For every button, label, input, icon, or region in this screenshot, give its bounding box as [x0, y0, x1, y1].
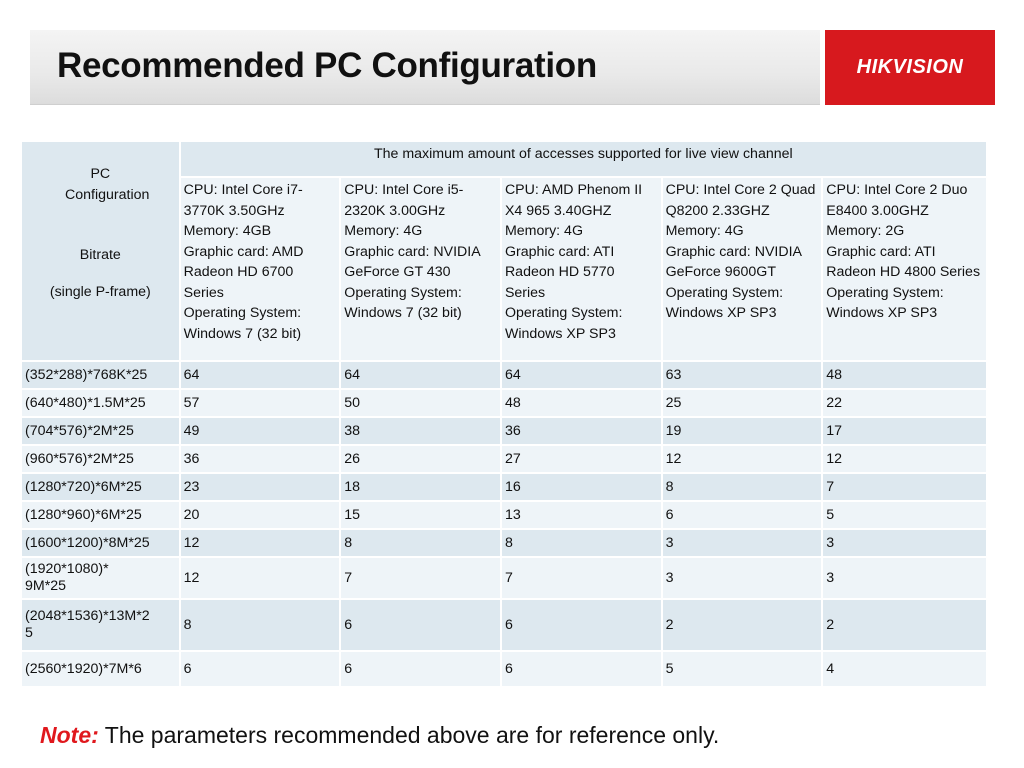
- table-cell: 48: [501, 390, 661, 416]
- table-cell: 25: [662, 390, 822, 416]
- table-cell: 2: [823, 600, 986, 650]
- table-cell: 26: [341, 446, 500, 472]
- table-cell: 13: [501, 502, 661, 528]
- table-row: (704*576)*2M*25 49 38 36 19 17: [22, 418, 986, 444]
- table-row: (1600*1200)*8M*25 12 8 8 3 3: [22, 530, 986, 556]
- table-cell: 5: [662, 652, 822, 686]
- column-header-config-3: CPU: AMD Phenom II X4 965 3.40GHZ Memory…: [501, 178, 661, 360]
- header-max-accesses: The maximum amount of accesses supported…: [180, 142, 986, 176]
- table-cell: 3: [662, 558, 822, 598]
- note-text: The parameters recommended above are for…: [104, 722, 720, 748]
- table-cell: 23: [180, 474, 340, 500]
- table-cell: 16: [501, 474, 661, 500]
- table-cell: 3: [662, 530, 822, 556]
- table-cell: 6: [341, 600, 500, 650]
- note-label: Note:: [40, 722, 99, 748]
- table-row: (1280*960)*6M*25 20 15 13 6 5: [22, 502, 986, 528]
- table-cell: 64: [501, 362, 661, 388]
- row-label: (1600*1200)*8M*25: [22, 530, 179, 556]
- corner-bitrate: Bitrate: [79, 247, 121, 263]
- table-cell: 3: [823, 530, 986, 556]
- table-cell: 49: [180, 418, 340, 444]
- table-cell: 50: [341, 390, 500, 416]
- row-label: (640*480)*1.5M*25: [22, 390, 179, 416]
- column-header-config-5: CPU: Intel Core 2 Duo E8400 3.00GHZ Memo…: [823, 178, 986, 360]
- table-cell: 17: [823, 418, 986, 444]
- table-cell: 4: [823, 652, 986, 686]
- table-cell: 64: [341, 362, 500, 388]
- table-row: (640*480)*1.5M*25 57 50 48 25 22: [22, 390, 986, 416]
- table-cell: 6: [180, 652, 340, 686]
- table-row: (2560*1920)*7M*6 6 6 6 5 4: [22, 652, 986, 686]
- table-cell: 6: [341, 652, 500, 686]
- table-row: (960*576)*2M*25 36 26 27 12 12: [22, 446, 986, 472]
- table-cell: 19: [662, 418, 822, 444]
- logo-text: HIKVISION: [856, 56, 964, 78]
- table-cell: 8: [662, 474, 822, 500]
- table-cell: 8: [341, 530, 500, 556]
- table-cell: 12: [180, 530, 340, 556]
- table-cell: 36: [501, 418, 661, 444]
- footnote: Note: The parameters recommended above a…: [40, 722, 719, 749]
- table-cell: 20: [180, 502, 340, 528]
- corner-cell: PC Configuration Bitrate (single P-frame…: [22, 142, 179, 360]
- config-table: PC Configuration Bitrate (single P-frame…: [20, 140, 988, 688]
- header-row-cpu: CPU: Intel Core i7-3770K 3.50GHz Memory:…: [22, 178, 986, 360]
- table-cell: 8: [180, 600, 340, 650]
- table-cell: 48: [823, 362, 986, 388]
- table-cell: 15: [341, 502, 500, 528]
- hikvision-logo: HIKVISION: [825, 30, 995, 105]
- table-cell: 6: [662, 502, 822, 528]
- table-cell: 2: [662, 600, 822, 650]
- row-label: (2560*1920)*7M*6: [22, 652, 179, 686]
- row-label: (960*576)*2M*25: [22, 446, 179, 472]
- table-cell: 27: [501, 446, 661, 472]
- table-cell: 5: [823, 502, 986, 528]
- table-cell: 64: [180, 362, 340, 388]
- table-cell: 36: [180, 446, 340, 472]
- row-label: (1280*720)*6M*25: [22, 474, 179, 500]
- header-row-main: PC Configuration Bitrate (single P-frame…: [22, 142, 986, 360]
- table-cell: 8: [501, 530, 661, 556]
- config-table-wrapper: PC Configuration Bitrate (single P-frame…: [20, 140, 988, 688]
- table-cell: 7: [501, 558, 661, 598]
- row-label: (1280*960)*6M*25: [22, 502, 179, 528]
- table-cell: 18: [341, 474, 500, 500]
- table-row: (2048*1536)*13M*2 5 8 6 6 2 2: [22, 600, 986, 650]
- table-row: (1920*1080)* 9M*25 12 7 7 3 3: [22, 558, 986, 598]
- title-bar: Recommended PC Configuration: [30, 30, 820, 105]
- row-label: (352*288)*768K*25: [22, 362, 179, 388]
- row-label: (704*576)*2M*25: [22, 418, 179, 444]
- table-cell: 7: [341, 558, 500, 598]
- table-row: (352*288)*768K*25 64 64 64 63 48: [22, 362, 986, 388]
- row-label: (2048*1536)*13M*2 5: [22, 600, 179, 650]
- table-cell: 12: [180, 558, 340, 598]
- table-cell: 63: [662, 362, 822, 388]
- table-row: (1280*720)*6M*25 23 18 16 8 7: [22, 474, 986, 500]
- page-title: Recommended PC Configuration: [57, 46, 597, 85]
- table-cell: 6: [501, 652, 661, 686]
- row-label: (1920*1080)* 9M*25: [22, 558, 179, 598]
- corner-single-p-frame: (single P-frame): [49, 283, 151, 300]
- table-cell: 12: [823, 446, 986, 472]
- table-cell: 12: [662, 446, 822, 472]
- column-header-config-2: CPU: Intel Core i5-2320K 3.00GHz Memory:…: [341, 178, 500, 360]
- table-cell: 22: [823, 390, 986, 416]
- corner-pc-configuration: PC Configuration: [65, 166, 150, 203]
- table-cell: 57: [180, 390, 340, 416]
- table-cell: 38: [341, 418, 500, 444]
- table-cell: 7: [823, 474, 986, 500]
- column-header-config-4: CPU: Intel Core 2 Quad Q8200 2.33GHZ Mem…: [662, 178, 822, 360]
- table-cell: 6: [501, 600, 661, 650]
- column-header-config-1: CPU: Intel Core i7-3770K 3.50GHz Memory:…: [180, 178, 340, 360]
- table-cell: 3: [823, 558, 986, 598]
